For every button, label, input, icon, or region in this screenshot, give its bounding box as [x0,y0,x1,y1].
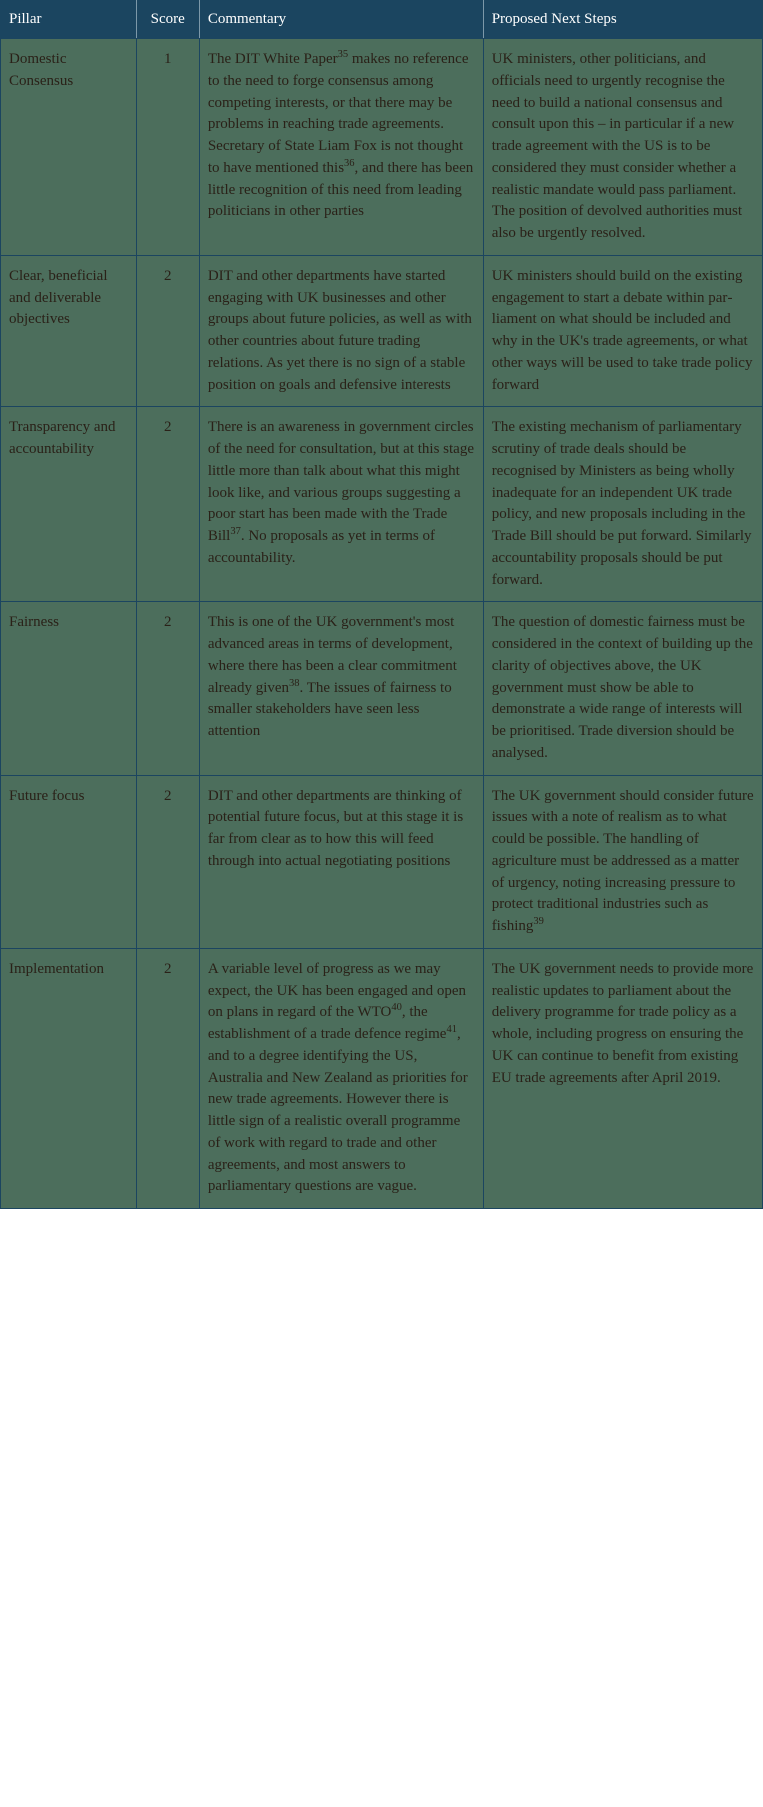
cell-pillar: Clear, beneficial and deliverable object… [1,255,137,407]
header-pillar: Pillar [1,1,137,39]
header-commentary: Commentary [199,1,483,39]
cell-next-steps: The existing mechanism of parliamentary … [483,407,762,602]
cell-next-steps: The question of domestic fairness must b… [483,602,762,775]
cell-commentary: DIT and other departments are thinking o… [199,775,483,948]
cell-next-steps: The UK government needs to provide more … [483,948,762,1208]
table-body: Domestic Consensus1The DIT White Paper35… [1,39,763,1209]
table-row: Implementa­tion2A variable level of prog… [1,948,763,1208]
table-row: Clear, beneficial and deliverable object… [1,255,763,407]
header-next-steps: Proposed Next Steps [483,1,762,39]
header-score: Score [136,1,199,39]
cell-commentary: This is one of the UK govern­ment's most… [199,602,483,775]
cell-pillar: Domestic Consensus [1,39,137,256]
cell-score: 1 [136,39,199,256]
cell-commentary: The DIT White Paper35 makes no reference… [199,39,483,256]
cell-score: 2 [136,602,199,775]
cell-score: 2 [136,775,199,948]
table-row: Domestic Consensus1The DIT White Paper35… [1,39,763,256]
cell-score: 2 [136,407,199,602]
cell-score: 2 [136,948,199,1208]
table-row: Fairness2This is one of the UK govern­me… [1,602,763,775]
table-row: Transparency and accounta­bility2There i… [1,407,763,602]
cell-score: 2 [136,255,199,407]
cell-next-steps: The UK government should consider future… [483,775,762,948]
table-header: Pillar Score Commentary Proposed Next St… [1,1,763,39]
cell-commentary: A variable level of progress as we may e… [199,948,483,1208]
cell-pillar: Future focus [1,775,137,948]
cell-pillar: Fairness [1,602,137,775]
pillars-table: Pillar Score Commentary Proposed Next St… [0,0,763,1209]
cell-pillar: Implementa­tion [1,948,137,1208]
cell-pillar: Transparency and accounta­bility [1,407,137,602]
cell-commentary: DIT and other departments have started e… [199,255,483,407]
table-row: Future focus2DIT and other departments a… [1,775,763,948]
header-row: Pillar Score Commentary Proposed Next St… [1,1,763,39]
cell-next-steps: UK ministers should build on the existin… [483,255,762,407]
cell-commentary: There is an awareness in gov­ernment cir… [199,407,483,602]
cell-next-steps: UK ministers, other politicians, and off… [483,39,762,256]
